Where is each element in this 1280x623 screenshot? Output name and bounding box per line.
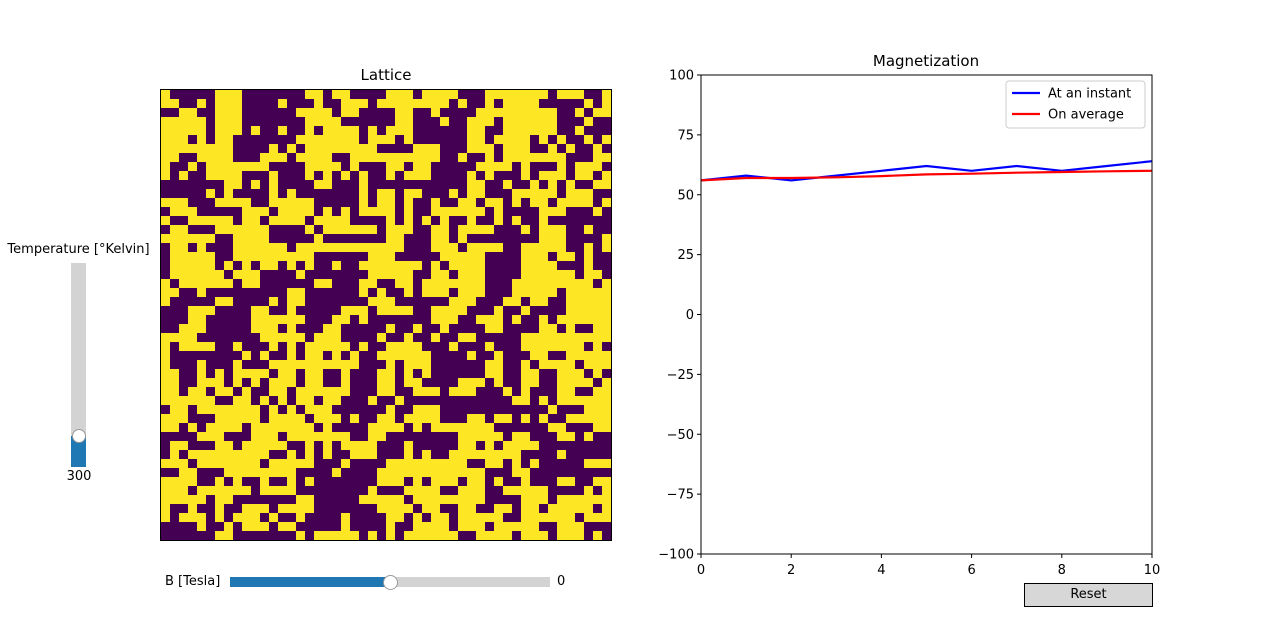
x-tick-label: 0 — [697, 563, 705, 578]
chart-title: Magnetization — [873, 52, 979, 70]
y-tick-label: −100 — [658, 548, 694, 563]
reset-button[interactable]: Reset — [1024, 583, 1153, 607]
temperature-slider-label: Temperature [°Kelvin] — [7, 242, 150, 257]
lattice-grid — [160, 89, 612, 541]
x-tick-label: 6 — [967, 563, 975, 578]
y-tick-label: 25 — [677, 248, 694, 263]
x-tick-label: 4 — [877, 563, 885, 578]
y-tick-label: 75 — [677, 128, 694, 143]
temperature-slider-fill — [71, 436, 86, 467]
lattice-title: Lattice — [360, 66, 412, 84]
b-slider-label: B [Tesla] — [165, 574, 221, 589]
temperature-slider-handle[interactable] — [71, 429, 86, 444]
chart-legend: At an instant On average — [1005, 80, 1146, 129]
y-tick-label: 50 — [677, 188, 694, 203]
y-tick-label: 0 — [686, 308, 694, 323]
y-tick-label: 100 — [669, 69, 694, 84]
legend-label: At an instant — [1048, 87, 1131, 102]
legend-box — [1005, 80, 1146, 129]
legend-label: On average — [1048, 108, 1124, 123]
temperature-slider-track[interactable] — [71, 263, 86, 467]
y-tick-label: −25 — [667, 368, 694, 383]
y-tick-label: −50 — [667, 428, 694, 443]
temperature-slider-value: 300 — [66, 469, 92, 484]
magnetization-chart: Magnetization 100 75 50 25 0 −25 −50 −75 −100 0 2… — [658, 52, 1161, 578]
b-slider-fill — [230, 577, 390, 587]
x-tick-label: 2 — [787, 563, 795, 578]
y-tick-label: −75 — [667, 488, 694, 503]
series-line-average — [700, 169, 1153, 182]
b-slider-value: 0 — [557, 574, 566, 589]
b-slider-handle[interactable] — [382, 575, 398, 590]
x-tick-label: 10 — [1144, 563, 1161, 578]
x-tick-label: 8 — [1058, 563, 1066, 578]
plot-frame — [700, 74, 1153, 555]
